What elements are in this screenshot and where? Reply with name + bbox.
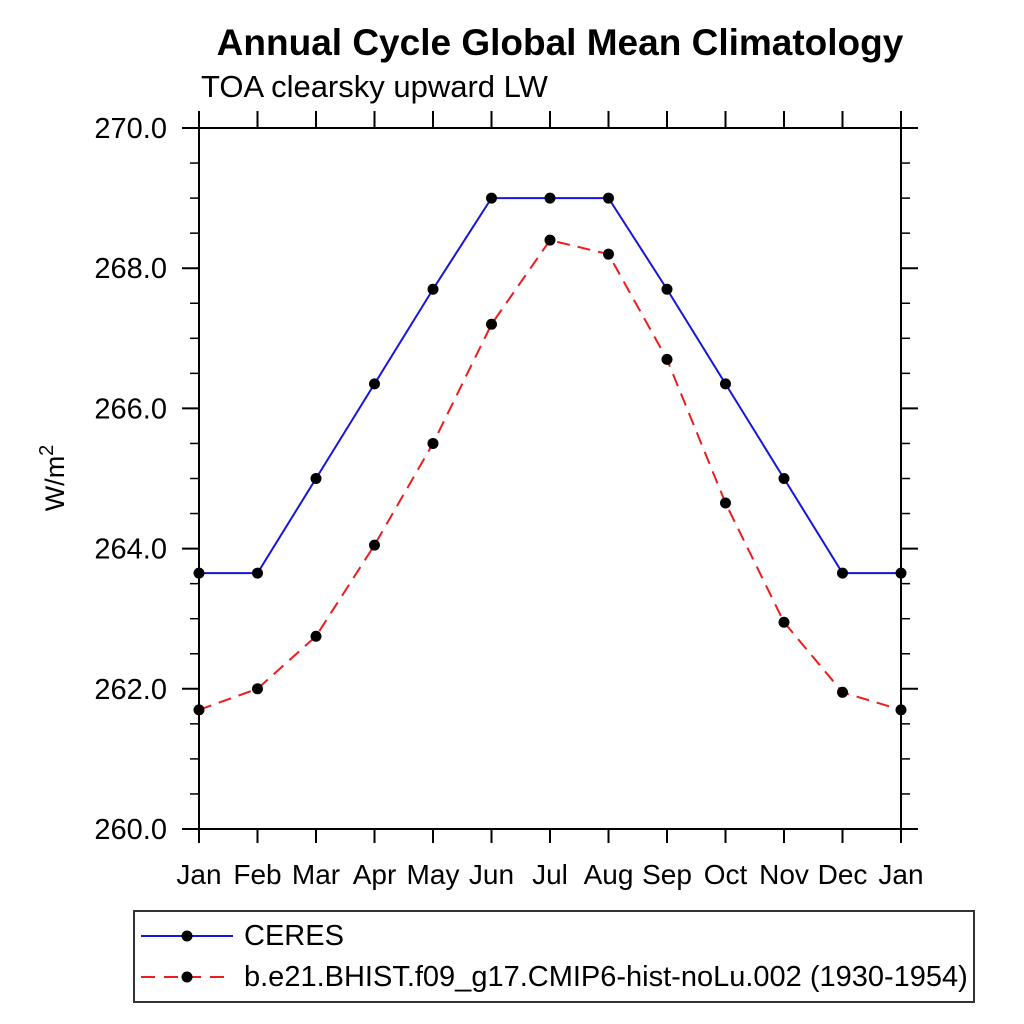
data-point (661, 353, 673, 365)
data-point (544, 234, 556, 246)
data-point (310, 630, 322, 642)
data-point (486, 318, 497, 330)
chart-title: Annual Cycle Global Mean Climatology (216, 22, 904, 63)
data-point (427, 437, 439, 449)
x-tick-label: Nov (759, 859, 809, 890)
series-line-0 (199, 197, 901, 575)
data-point (661, 283, 673, 295)
data-point (369, 378, 380, 390)
y-tick-label: 262.0 (94, 674, 167, 706)
y-axis-title-base: W/m (40, 456, 70, 511)
series-line-1 (198, 239, 902, 711)
data-point (193, 704, 205, 716)
legend-item-model: b.e21.BHIST.f09_g17.CMIP6-hist-noLu.002 … (139, 957, 973, 998)
x-tick-label: Aug (584, 859, 634, 890)
data-point (720, 497, 731, 509)
x-tick-label: Mar (292, 859, 340, 890)
chart-subtitle: TOA clearsky upward LW (201, 69, 548, 104)
data-point (895, 704, 907, 716)
y-axis-title-superscript: 2 (36, 445, 58, 456)
x-tick-label: Jul (532, 859, 568, 890)
x-tick-label: Jan (878, 859, 923, 890)
legend-label-model: b.e21.BHIST.f09_g17.CMIP6-hist-noLu.002 … (244, 960, 968, 993)
data-point (544, 192, 556, 204)
data-point (837, 686, 848, 698)
axes (182, 111, 918, 843)
y-axis-title: W/m2 (36, 445, 70, 512)
data-point (720, 378, 731, 390)
x-tick-label: Sep (642, 859, 692, 890)
y-tick-label: 260.0 (94, 814, 167, 846)
legend-item-ceres: CERES (139, 916, 973, 957)
legend-line-sample-dashed (141, 971, 233, 983)
x-tick-label: May (407, 859, 460, 890)
y-tick-label: 270.0 (94, 113, 167, 145)
data-point (778, 473, 790, 484)
x-tick-label: Apr (353, 859, 397, 890)
data-point (603, 248, 614, 260)
data-point (252, 567, 263, 579)
data-point (603, 192, 614, 204)
data-point (895, 567, 907, 579)
legend-label-ceres: CERES (244, 919, 344, 952)
x-tick-label: Jan (176, 859, 221, 890)
x-tick-label: Jun (469, 859, 514, 890)
data-point (252, 683, 263, 695)
legend-line-sample-solid (141, 930, 233, 942)
x-tick-label: Oct (704, 859, 748, 890)
data-point (310, 473, 322, 484)
y-tick-label: 264.0 (94, 534, 167, 566)
legend-marker-dot (181, 930, 193, 942)
legend-box: CERES b.e21.BHIST.f09_g17.CMIP6-hist-noL… (133, 910, 975, 1003)
data-point (193, 567, 205, 579)
data-point (837, 567, 848, 579)
data-point (486, 192, 497, 204)
plot-frame (198, 127, 902, 830)
x-tick-label: Dec (818, 859, 868, 890)
data-point (427, 283, 439, 295)
data-point (778, 616, 790, 628)
x-tick-label: Feb (233, 859, 281, 890)
data-point (369, 539, 380, 551)
y-tick-label: 266.0 (94, 393, 167, 425)
legend-marker-dot (181, 971, 193, 983)
y-tick-label: 268.0 (94, 253, 167, 285)
